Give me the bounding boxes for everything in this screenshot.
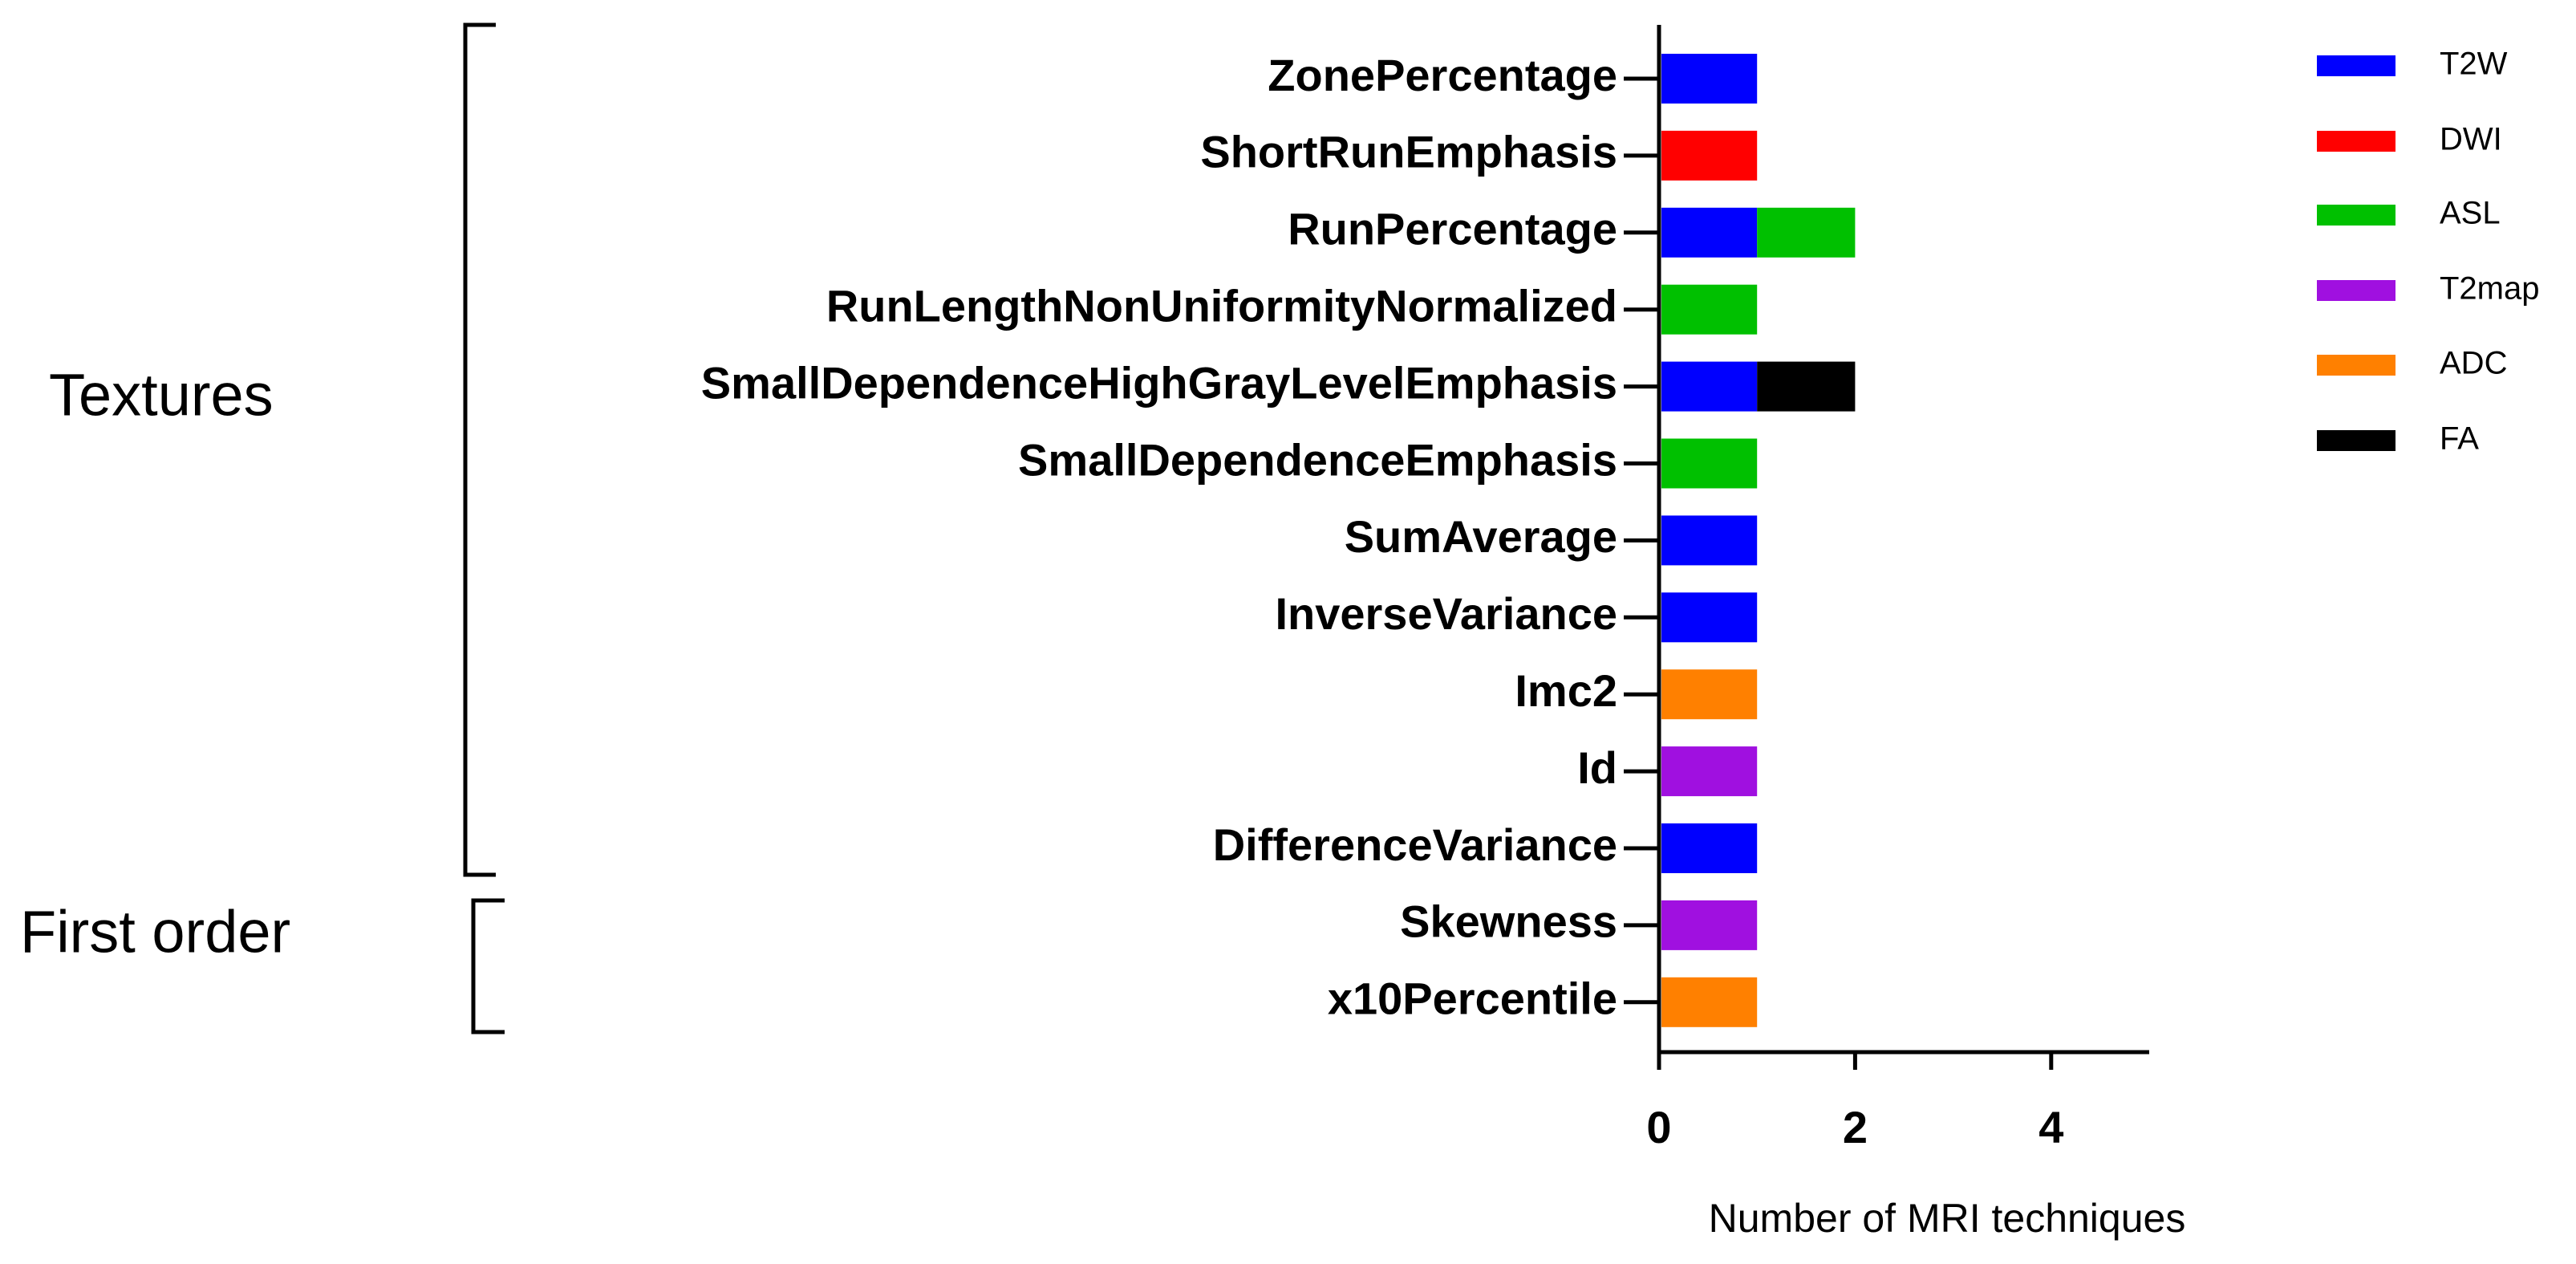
- group-bracket: [463, 22, 496, 877]
- y-tick-label: ShortRunEmphasis: [1200, 127, 1617, 177]
- y-tick-label: Skewness: [1400, 896, 1617, 947]
- x-tick-label: 2: [1843, 1102, 1868, 1152]
- legend-label: ADC: [2440, 346, 2507, 381]
- bar: [1757, 207, 1856, 258]
- group-label: Textures: [49, 362, 274, 429]
- y-tick-label: Imc2: [1515, 665, 1617, 716]
- legend-swatch: [2317, 355, 2395, 376]
- legend-label: FA: [2440, 421, 2479, 457]
- y-tick-label: InverseVariance: [1275, 588, 1617, 639]
- bar: [1661, 823, 1758, 873]
- y-tick-label: SmallDependenceEmphasis: [1018, 434, 1617, 485]
- legend-swatch: [2317, 430, 2395, 451]
- y-tick-label: x10Percentile: [1328, 973, 1617, 1024]
- x-tick-label: 4: [2038, 1102, 2063, 1152]
- legend-label: T2W: [2440, 47, 2508, 82]
- y-tick-label: RunPercentage: [1288, 204, 1617, 254]
- bar: [1661, 746, 1758, 797]
- bar: [1661, 900, 1758, 950]
- bar: [1661, 361, 1758, 412]
- legend-swatch: [2317, 131, 2395, 152]
- x-tick-label: 0: [1646, 1102, 1671, 1152]
- legend-label: T2map: [2440, 271, 2540, 307]
- legend-label: DWI: [2440, 122, 2502, 157]
- legend-label: ASL: [2440, 196, 2501, 231]
- y-tick-label: RunLengthNonUniformityNormalized: [826, 280, 1617, 331]
- y-tick-label: ZonePercentage: [1268, 50, 1617, 100]
- bar: [1661, 977, 1758, 1027]
- y-tick-label: Id: [1577, 742, 1617, 793]
- legend-swatch: [2317, 280, 2395, 301]
- y-tick-label: SumAverage: [1345, 511, 1617, 562]
- bar: [1661, 592, 1758, 643]
- legend-swatch: [2317, 55, 2395, 76]
- group-label: First order: [20, 899, 290, 965]
- y-tick-label: DifferenceVariance: [1213, 819, 1617, 870]
- bar: [1661, 438, 1758, 489]
- bar: [1757, 361, 1856, 412]
- x-axis-label: Number of MRI techniques: [1709, 1196, 2186, 1241]
- bar: [1661, 130, 1758, 181]
- bar: [1661, 54, 1758, 104]
- y-tick-label: SmallDependenceHighGrayLevelEmphasis: [701, 357, 1617, 408]
- group-bracket: [471, 898, 505, 1034]
- bar: [1661, 284, 1758, 335]
- bar: [1661, 207, 1758, 258]
- legend-swatch: [2317, 205, 2395, 226]
- bar: [1661, 515, 1758, 566]
- bar: [1661, 669, 1758, 720]
